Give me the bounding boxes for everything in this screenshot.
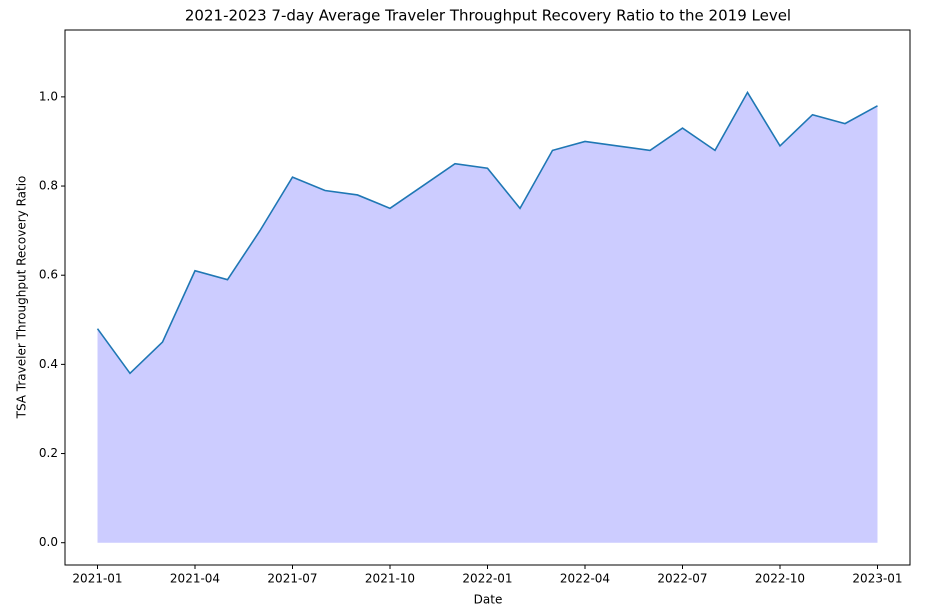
line (96, 90, 878, 375)
x-tick-label: 2021-07 (267, 572, 317, 586)
x-tick-label: 2021-04 (170, 572, 220, 586)
chart-title: 2021-2023 7-day Average Traveler Through… (185, 7, 791, 25)
x-tick-label: 2022-04 (560, 572, 610, 586)
y-tick-label: 0.0 (39, 535, 58, 549)
x-tick-label: 2023-01 (852, 572, 902, 586)
y-axis-label: TSA Traveler Throughput Recovery Ratio (15, 176, 29, 420)
y-tick-label: 1.0 (39, 89, 58, 103)
x-tick-label: 2022-10 (755, 572, 805, 586)
x-tick-label: 2022-07 (657, 572, 707, 586)
y-tick-label: 0.2 (39, 446, 58, 460)
area (97, 92, 878, 543)
x-tick-label: 2021-10 (365, 572, 415, 586)
y-tick-label: 0.4 (39, 357, 58, 371)
x-tick-label: 2021-01 (72, 572, 122, 586)
y-tick-label: 0.6 (39, 268, 58, 282)
x-axis-label: Date (474, 593, 503, 607)
y-tick-label: 0.8 (39, 179, 58, 193)
x-tick-label: 2022-01 (462, 572, 512, 586)
